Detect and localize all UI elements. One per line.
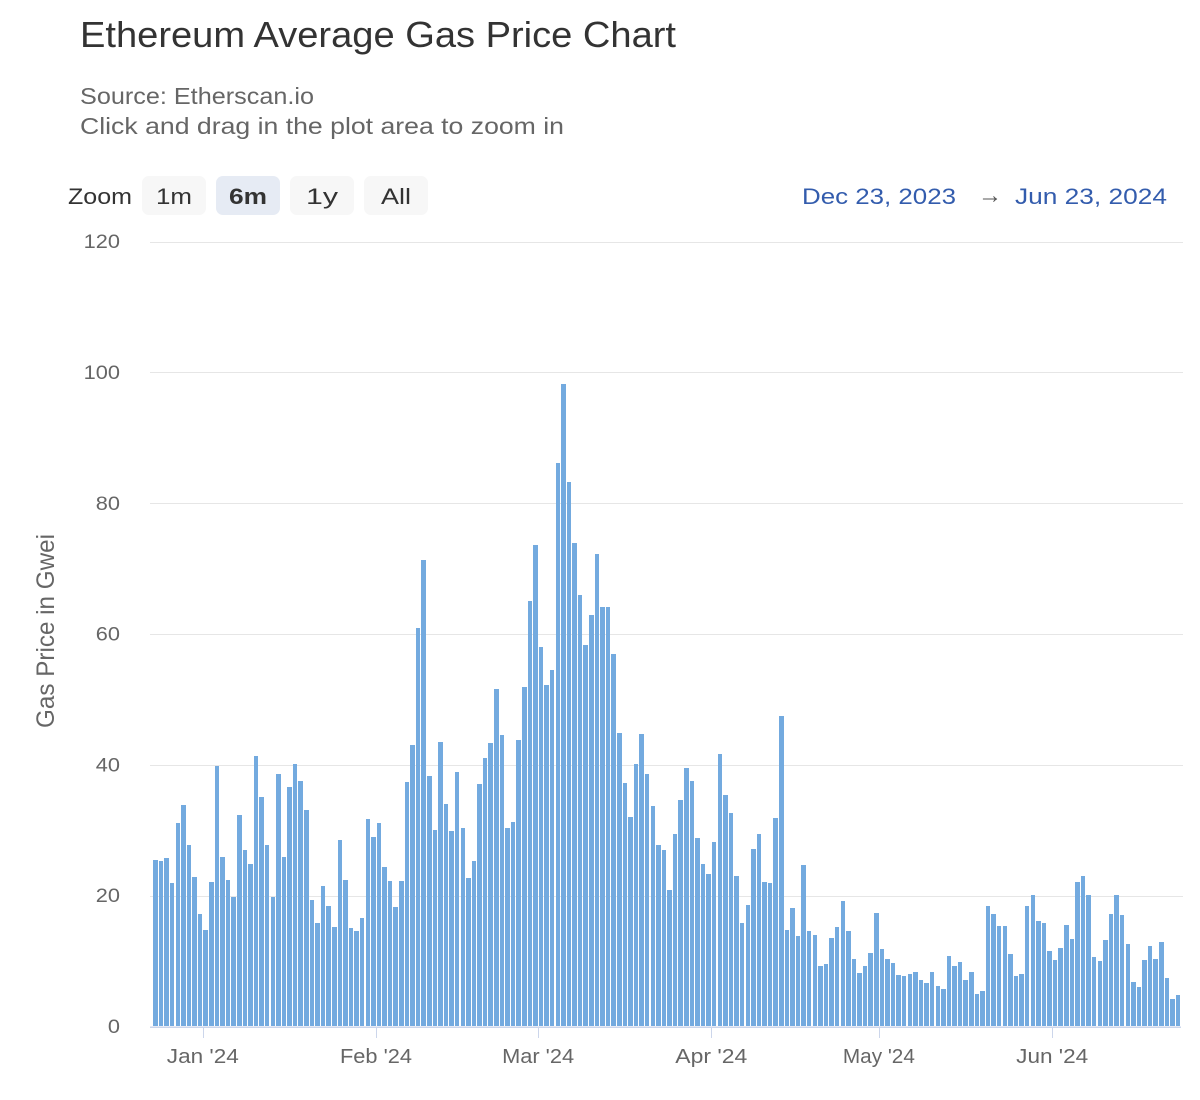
svg-text:20: 20	[96, 886, 120, 907]
svg-text:1y: 1y	[306, 184, 338, 209]
svg-text:120: 120	[84, 232, 120, 253]
svg-text:Apr '24: Apr '24	[675, 1046, 747, 1068]
svg-text:Jun '24: Jun '24	[1016, 1046, 1088, 1068]
svg-text:Mar '24: Mar '24	[502, 1046, 574, 1068]
svg-text:60: 60	[96, 625, 120, 646]
svg-text:Jan '24: Jan '24	[167, 1046, 239, 1068]
svg-text:Jun 23, 2024: Jun 23, 2024	[1015, 184, 1167, 209]
svg-text:Click and drag in the plot are: Click and drag in the plot area to zoom …	[80, 113, 564, 139]
svg-text:1m: 1m	[156, 184, 192, 209]
svg-text:Zoom: Zoom	[68, 184, 132, 209]
svg-text:40: 40	[96, 755, 120, 776]
svg-text:Ethereum Average Gas Price Cha: Ethereum Average Gas Price Chart	[80, 14, 676, 55]
svg-text:Feb '24: Feb '24	[340, 1046, 412, 1068]
svg-text:All: All	[381, 184, 411, 209]
svg-text:0: 0	[108, 1017, 120, 1038]
svg-text:100: 100	[84, 363, 120, 384]
svg-text:Dec 23, 2023: Dec 23, 2023	[802, 184, 956, 209]
svg-text:May '24: May '24	[843, 1046, 915, 1068]
svg-text:6m: 6m	[229, 184, 267, 209]
svg-text:80: 80	[96, 494, 120, 515]
svg-text:→: →	[978, 182, 1002, 209]
svg-text:Source: Etherscan.io: Source: Etherscan.io	[80, 83, 314, 109]
svg-text:Gas Price in Gwei: Gas Price in Gwei	[32, 534, 60, 728]
